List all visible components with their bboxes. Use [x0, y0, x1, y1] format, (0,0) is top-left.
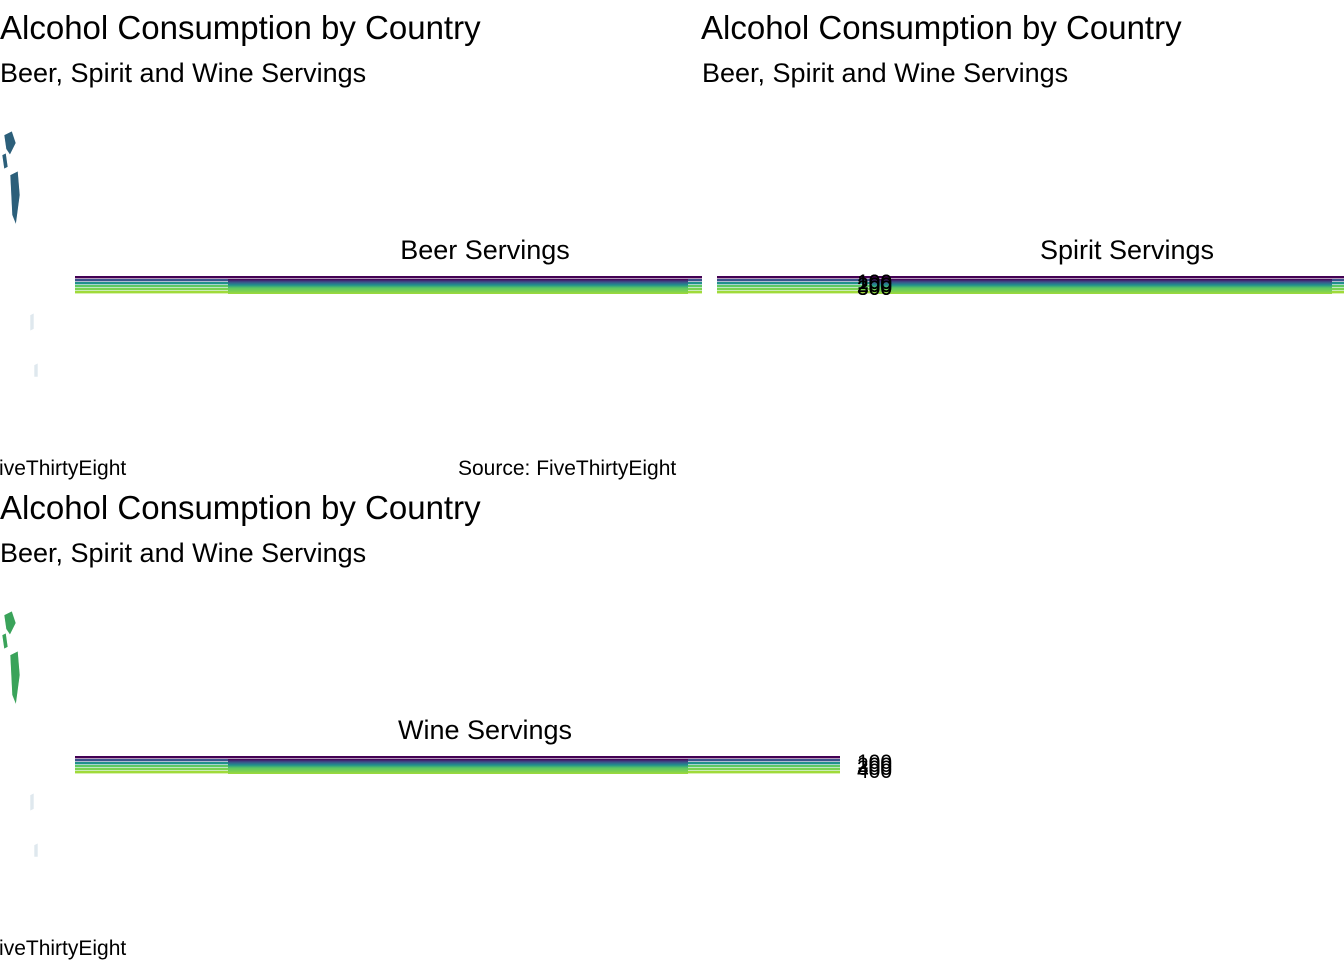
map-fragment: [1, 610, 39, 858]
legend-title: Spirit Servings: [1039, 235, 1215, 265]
legend-colorbar: [75, 276, 702, 294]
country-shape: [29, 792, 35, 812]
legend-tick-label: 100: [857, 271, 893, 294]
chart-title: Alcohol Consumption by Country: [701, 9, 1182, 46]
legend-tick-label: 100: [857, 271, 893, 294]
chart-caption: Source: FiveThirtyEight: [458, 457, 677, 480]
legend-tick-label: 200: [857, 274, 893, 297]
legend-colorbar: [75, 756, 840, 774]
colorbar-block: [872, 279, 1332, 294]
chart-subtitle: Beer, Spirit and Wine Servings: [0, 538, 367, 568]
chart-panel-spirit: Alcohol Consumption by Country Beer, Spi…: [701, 0, 1344, 480]
colorbar-block: [228, 759, 688, 774]
chart-title: Alcohol Consumption by Country: [0, 9, 481, 46]
legend-tick-label: 300: [857, 277, 893, 300]
country-shape: [9, 170, 21, 227]
country-shape: [33, 842, 39, 858]
legend-colorbar: [717, 276, 1344, 294]
chart-title: Alcohol Consumption by Country: [0, 489, 481, 526]
colorbar-band: [75, 756, 840, 759]
chart-caption: Source: FiveThirtyEight: [0, 937, 127, 960]
chart-subtitle: Beer, Spirit and Wine Servings: [702, 58, 1069, 88]
legend-tick-label: 200: [857, 754, 893, 777]
colorbar-block: [228, 279, 688, 294]
chart-panel-wine: Alcohol Consumption by Country Beer, Spi…: [0, 480, 920, 960]
legend-tick-label: 300: [857, 757, 893, 780]
legend-tick-label: 200: [857, 274, 893, 297]
colorbar-band: [75, 276, 702, 279]
country-shape: [29, 312, 35, 332]
legend-tick-label: 400: [857, 760, 893, 783]
country-shape: [9, 650, 21, 707]
country-shape: [1, 152, 9, 170]
chart-panel-beer: Alcohol Consumption by Country Beer, Spi…: [0, 0, 702, 480]
chart-subtitle: Beer, Spirit and Wine Servings: [0, 58, 367, 88]
legend-tick-label: 100: [857, 751, 893, 774]
legend-tick-label: 300: [857, 277, 893, 300]
chart-caption: Source: FiveThirtyEight: [0, 457, 127, 480]
country-shape: [33, 362, 39, 378]
legend-title: Wine Servings: [397, 715, 573, 745]
legend-title: Beer Servings: [400, 235, 570, 265]
map-fragment: [1, 130, 39, 378]
colorbar-band: [717, 276, 1344, 279]
country-shape: [1, 632, 9, 650]
country-shape: [3, 130, 17, 156]
country-shape: [3, 610, 17, 636]
